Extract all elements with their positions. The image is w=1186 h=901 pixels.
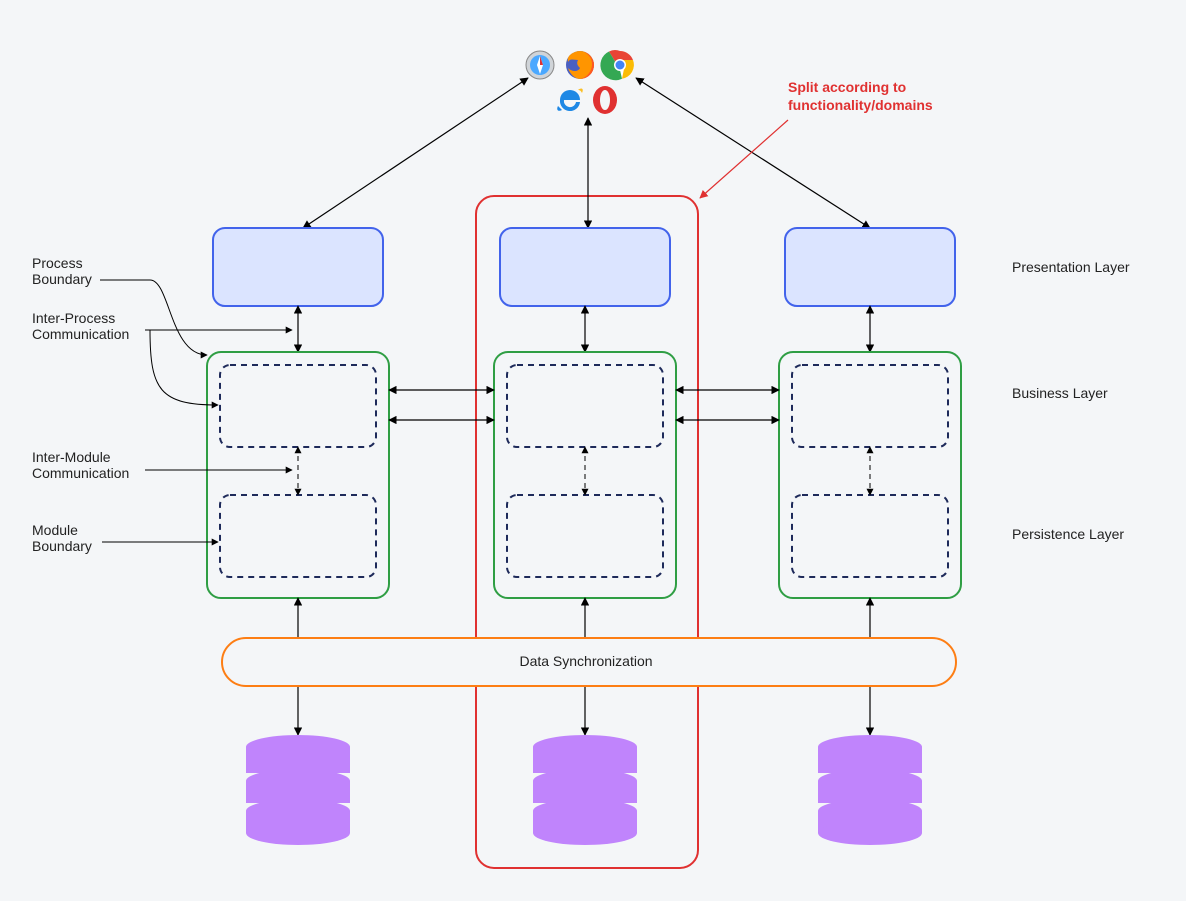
label-inter-process: Inter-ProcessCommunication [32,310,129,342]
architecture-diagram: Data Synchronization ProcessBoundary Int… [0,0,1186,901]
database-1 [246,735,350,845]
label-business-layer: Business Layer [1012,385,1108,401]
database-3 [818,735,922,845]
firefox-icon [566,51,594,79]
safari-icon [526,51,554,79]
presentation-box-2 [500,228,670,306]
label-persistence-layer: Persistence Layer [1012,526,1124,542]
label-presentation-layer: Presentation Layer [1012,259,1130,275]
database-2 [533,735,637,845]
presentation-box-1 [213,228,383,306]
presentation-box-3 [785,228,955,306]
datasync-label: Data Synchronization [519,653,652,669]
chrome-icon [600,50,634,80]
opera-icon [593,86,617,114]
